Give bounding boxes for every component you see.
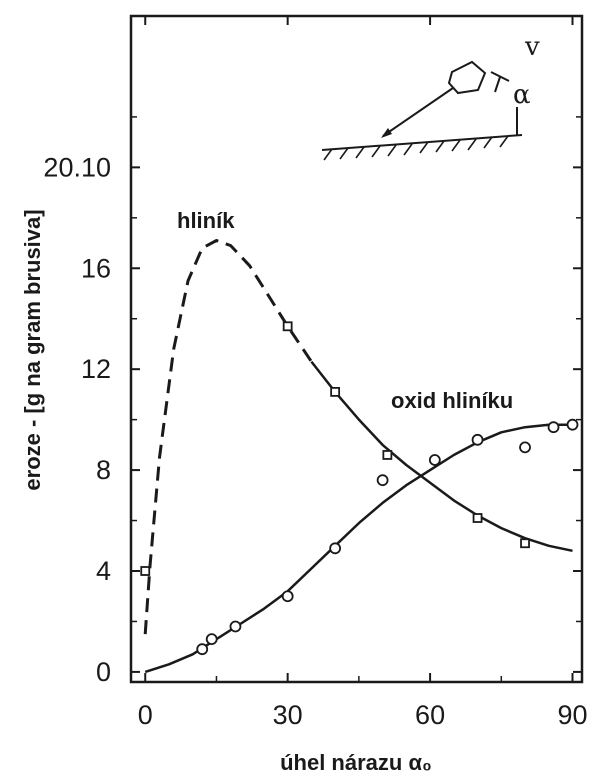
x-tick-labels: 0 30 60 90 (138, 700, 588, 730)
series-curves (143, 239, 573, 674)
hlinik-data-point (382, 450, 393, 460)
plot-frame (129, 14, 584, 684)
oxid-hliniku-data-point (196, 643, 209, 656)
y-tick-label: 20.10 (43, 152, 111, 182)
oxid-hliniku-data-point (229, 620, 242, 633)
oxid-hliniku-data-point (281, 590, 294, 603)
inset-velocity-symbol: v (524, 32, 540, 62)
inset-surface-hatching (323, 135, 509, 161)
inset-surface-line (321, 134, 523, 151)
x-tick-label: 0 (138, 700, 153, 730)
hlinik-data-point (472, 513, 483, 523)
hlinik-data-point (330, 386, 341, 397)
y-tick-label: 0 (96, 657, 111, 687)
oxid-hliniku-data-point (329, 542, 342, 555)
inset-velocity-stem (494, 76, 501, 93)
y-tick-label: 8 (96, 455, 111, 485)
hlinik-data-point (520, 538, 530, 549)
inset-trajectory-line (382, 87, 454, 137)
hlinik-data-point (140, 566, 151, 576)
inset-impact-mark (381, 128, 392, 138)
y-tick-labels: 0 4 8 12 16 20.10 (43, 152, 111, 687)
oxid-hliniku-data-point (205, 633, 218, 646)
inset-angle-symbol: α (513, 80, 531, 110)
y-axis-title: eroze - [g na gram brusiva] (20, 209, 45, 490)
x-tick-label: 30 (273, 700, 303, 730)
series-label-oxid-hliniku: oxid hliníku (391, 388, 513, 413)
oxid-hliniku-data-point (428, 454, 441, 466)
series-hlinik-dashed-line (143, 239, 313, 635)
oxid-hliniku-data-point (566, 418, 579, 431)
oxid-hliniku-data-point (376, 474, 389, 487)
oxid-hliniku-data-point (471, 433, 484, 446)
x-tick-label: 60 (415, 700, 445, 730)
hlinik-data-point (282, 321, 293, 332)
oxid-hliniku-data-point (519, 441, 531, 454)
oxid-hliniku-data-point (547, 421, 560, 434)
x-axis-title: úhel nárazu α₀ (280, 750, 432, 775)
series-markers (140, 321, 579, 656)
inset-velocity-bar (490, 71, 510, 82)
inset-particle-shape (447, 60, 487, 95)
axis-ticks (131, 16, 582, 682)
y-tick-label: 16 (81, 253, 111, 283)
y-tick-label: 4 (96, 556, 111, 586)
impact-inset-diagram: v α (321, 32, 540, 161)
x-tick-label: 90 (557, 700, 587, 730)
y-tick-label: 12 (81, 354, 111, 384)
series-label-hlinik: hliník (177, 208, 235, 233)
